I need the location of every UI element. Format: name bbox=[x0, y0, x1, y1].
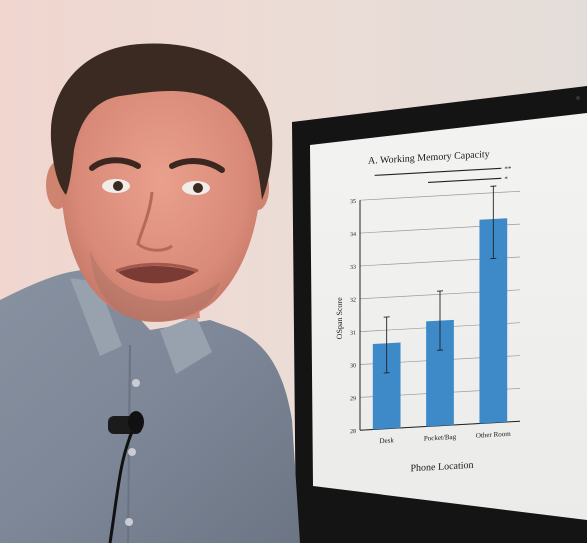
bar bbox=[479, 218, 508, 424]
x-tick-label: Pocket/Bag bbox=[424, 433, 457, 443]
plot-area: 28 29 30 31 32 33 34 35 Desk Pocket/Bag Other Room… bbox=[350, 165, 520, 445]
lapel-microphone bbox=[108, 411, 144, 543]
shirt-button bbox=[128, 448, 136, 456]
bar bbox=[426, 319, 454, 427]
x-tick-label: Other Room bbox=[476, 430, 511, 440]
presenter bbox=[0, 43, 300, 543]
y-tick-label: 29 bbox=[350, 396, 356, 402]
y-tick-label: 28 bbox=[350, 429, 356, 435]
lip-upper bbox=[115, 262, 199, 273]
shirt-button bbox=[132, 379, 140, 387]
significance-line bbox=[374, 167, 502, 176]
shirt-button bbox=[125, 518, 133, 526]
mouth bbox=[118, 266, 196, 284]
y-tick-label: 34 bbox=[350, 232, 356, 238]
nose bbox=[136, 191, 173, 252]
stubble bbox=[90, 250, 220, 322]
x-axis-label: Phone Location bbox=[411, 460, 474, 475]
y-tick-label: 31 bbox=[350, 330, 356, 336]
significance-label: ** bbox=[504, 165, 511, 173]
y-axis-label: OSpan Score bbox=[335, 297, 344, 340]
pupil-right bbox=[193, 183, 203, 193]
gridline bbox=[360, 190, 520, 201]
x-tick-label: Desk bbox=[379, 436, 394, 445]
shirt bbox=[0, 269, 300, 543]
y-tick-label: 32 bbox=[350, 298, 356, 304]
pupil-left bbox=[113, 181, 123, 191]
eyebrow-left bbox=[89, 157, 141, 171]
hair bbox=[50, 43, 273, 201]
collar-right bbox=[160, 316, 212, 374]
y-tick-label: 30 bbox=[350, 363, 356, 369]
y-tick-label: 33 bbox=[350, 265, 356, 271]
significance-line bbox=[428, 177, 502, 183]
bar bbox=[372, 342, 401, 430]
y-tick-label: 35 bbox=[350, 199, 356, 205]
monitor-camera bbox=[576, 96, 580, 100]
significance-label: * bbox=[504, 175, 508, 183]
chart-title: A. Working Memory Capacity bbox=[368, 149, 490, 167]
eyebrow-right bbox=[169, 158, 225, 173]
face bbox=[62, 64, 263, 322]
collar-left bbox=[70, 278, 122, 356]
